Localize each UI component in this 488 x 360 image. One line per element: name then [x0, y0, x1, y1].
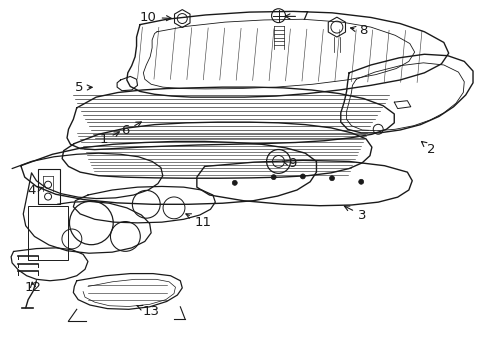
Bar	[28, 206, 68, 260]
Text: 7: 7	[285, 10, 309, 23]
Text: 3: 3	[344, 206, 366, 221]
Circle shape	[271, 9, 285, 23]
Text: 2: 2	[421, 141, 435, 156]
Circle shape	[232, 180, 237, 185]
Circle shape	[300, 174, 305, 179]
Text: 12: 12	[24, 281, 41, 294]
Bar	[38, 169, 60, 203]
Text: 5: 5	[75, 81, 92, 94]
Text: 9: 9	[282, 157, 296, 170]
Text: 4: 4	[27, 184, 42, 197]
Text: 13: 13	[137, 305, 159, 318]
Circle shape	[266, 149, 290, 173]
Text: 6: 6	[121, 122, 141, 137]
Text: 8: 8	[350, 24, 367, 37]
Polygon shape	[174, 10, 190, 27]
Polygon shape	[327, 17, 345, 37]
Circle shape	[271, 175, 276, 180]
Text: 10: 10	[140, 11, 171, 24]
Text: 1: 1	[99, 132, 119, 147]
Text: 11: 11	[185, 214, 211, 229]
Circle shape	[358, 179, 363, 184]
Circle shape	[329, 176, 334, 181]
